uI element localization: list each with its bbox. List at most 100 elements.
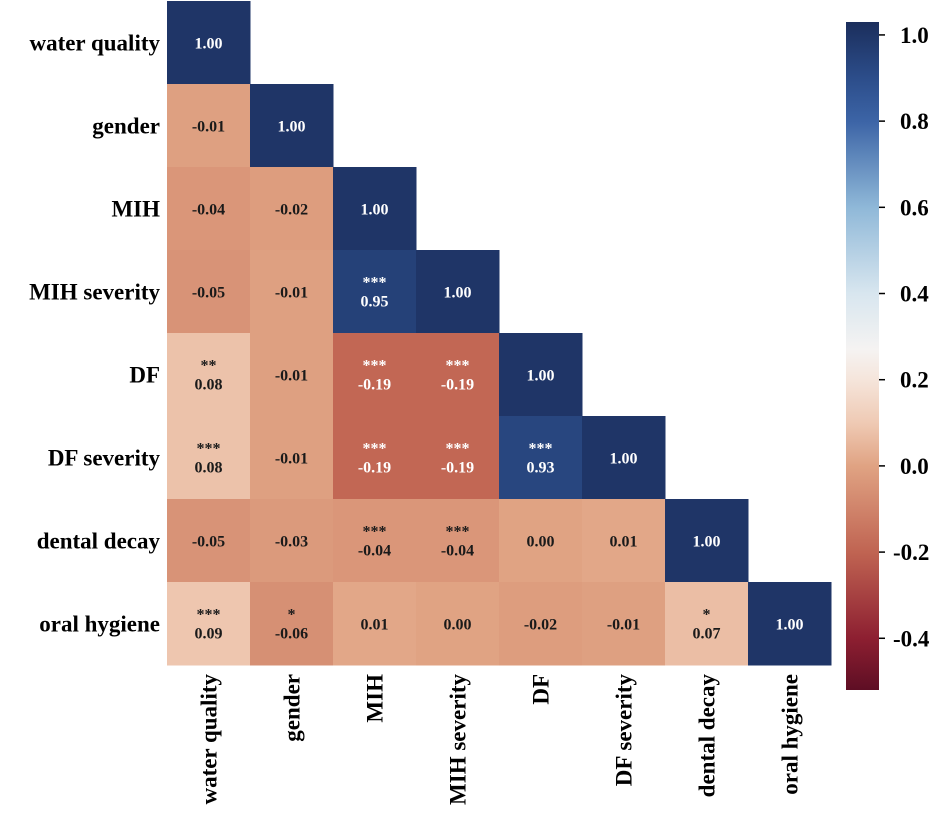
heatmap-cell xyxy=(167,250,251,334)
cell-value-label: 1.00 xyxy=(361,202,389,219)
heatmap-cell xyxy=(333,333,417,417)
colorbar-tick-label: -0.4 xyxy=(893,626,930,651)
row-label: oral hygiene xyxy=(39,612,160,637)
heatmap-cell xyxy=(250,499,334,583)
heatmap-cell xyxy=(665,582,749,666)
heatmap-cell xyxy=(333,250,417,334)
heatmap-cell xyxy=(167,84,251,168)
cell-value-label: -0.19 xyxy=(358,377,391,394)
heatmap-cell xyxy=(167,416,251,500)
column-label: DF severity xyxy=(612,674,637,787)
significance-stars: *** xyxy=(197,607,221,624)
column-labels: water quality gender MIH MIH severity DF DF s… xyxy=(197,674,803,805)
colorbar-bar xyxy=(846,22,879,690)
colorbar-tick-label: 1.0 xyxy=(900,23,929,48)
column-label: MIH xyxy=(363,674,388,723)
colorbar-tick-label: 0.8 xyxy=(900,109,929,134)
heatmap-cell xyxy=(167,499,251,583)
cell-value-label: 0.00 xyxy=(527,534,555,551)
heatmap-cell xyxy=(499,499,583,583)
heatmap-cell xyxy=(167,582,251,666)
heatmap-cells: 1.00-0.01 1.00-0.04 -0.02 1.00-0.05 -0.01***… xyxy=(167,1,832,666)
colorbar-tick-label: 0.2 xyxy=(900,368,929,393)
significance-stars: *** xyxy=(363,524,387,541)
cell-value-label: -0.04 xyxy=(358,543,391,560)
cell-value-label: -0.01 xyxy=(275,285,308,302)
colorbar-tick-label: 0.4 xyxy=(900,282,929,307)
heatmap-cell xyxy=(416,416,500,500)
cell-value-label: -0.19 xyxy=(441,377,474,394)
colorbar-tick-label: -0.2 xyxy=(893,540,929,565)
heatmap-cell xyxy=(499,333,583,417)
cell-value-label: 0.01 xyxy=(361,617,389,634)
column-label: DF xyxy=(529,674,554,705)
cell-value-label: -0.04 xyxy=(192,202,225,219)
cell-value-label: -0.04 xyxy=(441,543,474,560)
heatmap-cell xyxy=(250,84,334,168)
cell-value-label: -0.05 xyxy=(192,285,225,302)
heatmap-cell xyxy=(250,582,334,666)
column-label: water quality xyxy=(197,674,222,805)
cell-value-label: -0.02 xyxy=(524,617,557,634)
cell-value-label: 0.00 xyxy=(444,617,472,634)
cell-value-label: 1.00 xyxy=(527,368,555,385)
cell-value-label: -0.01 xyxy=(275,451,308,468)
significance-stars: *** xyxy=(363,358,387,375)
heatmap-cell xyxy=(582,582,666,666)
significance-stars: ** xyxy=(201,358,217,375)
significance-stars: *** xyxy=(363,441,387,458)
cell-value-label: -0.06 xyxy=(275,626,308,643)
heatmap-cell xyxy=(582,416,666,500)
heatmap-cell xyxy=(250,167,334,251)
heatmap-cell xyxy=(582,499,666,583)
cell-value-label: 1.00 xyxy=(610,451,638,468)
row-label: DF severity xyxy=(48,446,161,471)
significance-stars: *** xyxy=(197,441,221,458)
cell-value-label: 0.95 xyxy=(361,294,389,311)
significance-stars: *** xyxy=(446,441,470,458)
column-label: oral hygiene xyxy=(778,674,803,795)
cell-value-label: 1.00 xyxy=(195,36,223,53)
row-label: MIH xyxy=(111,197,160,222)
cell-value-label: 0.93 xyxy=(527,460,555,477)
cell-value-label: 0.09 xyxy=(195,626,223,643)
heatmap-cell xyxy=(416,582,500,666)
significance-stars: *** xyxy=(446,358,470,375)
cell-value-label: 1.00 xyxy=(776,617,804,634)
cell-value-label: -0.19 xyxy=(441,460,474,477)
row-label: dental decay xyxy=(37,529,161,554)
heatmap-cell xyxy=(333,499,417,583)
row-labels: water quality gender MIH MIH severity DF DF s… xyxy=(29,31,160,637)
significance-stars: *** xyxy=(529,441,553,458)
heatmap-cell xyxy=(167,333,251,417)
cell-value-label: 1.00 xyxy=(278,119,306,136)
heatmap-cell xyxy=(416,499,500,583)
heatmap-cell xyxy=(250,416,334,500)
cell-value-label: -0.19 xyxy=(358,460,391,477)
row-label: water quality xyxy=(29,31,160,56)
cell-value-label: -0.01 xyxy=(607,617,640,634)
colorbar-tick-label: 0.0 xyxy=(900,454,929,479)
significance-stars: *** xyxy=(363,275,387,292)
row-label: gender xyxy=(92,114,160,139)
colorbar-tick-label: 0.6 xyxy=(900,195,929,220)
column-label: MIH severity xyxy=(446,674,471,805)
column-label: dental decay xyxy=(695,674,720,798)
heatmap-cell xyxy=(333,582,417,666)
significance-stars: *** xyxy=(446,524,470,541)
cell-value-label: -0.05 xyxy=(192,534,225,551)
significance-stars: * xyxy=(703,607,711,624)
cell-value-label: 0.01 xyxy=(610,534,638,551)
cell-value-label: -0.01 xyxy=(192,119,225,136)
heatmap-cell xyxy=(333,416,417,500)
heatmap-cell xyxy=(250,250,334,334)
heatmap-cell xyxy=(167,167,251,251)
heatmap-cell xyxy=(499,416,583,500)
heatmap-cell xyxy=(665,499,749,583)
cell-value-label: 1.00 xyxy=(444,285,472,302)
cell-value-label: -0.03 xyxy=(275,534,308,551)
heatmap-cell xyxy=(416,250,500,334)
cell-value-label: 0.07 xyxy=(693,626,721,643)
row-label: MIH severity xyxy=(29,280,160,305)
